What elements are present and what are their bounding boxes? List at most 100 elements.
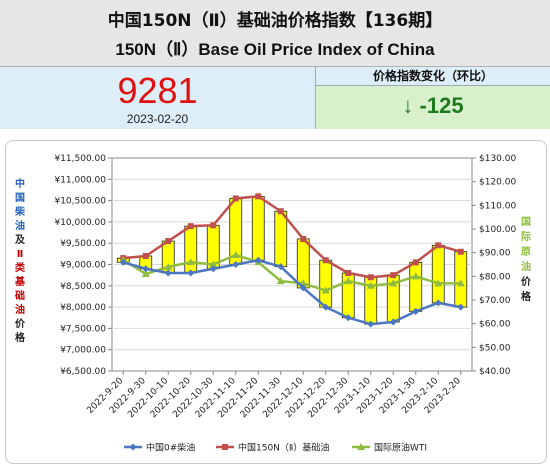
- right-axis-label-char: 价: [521, 276, 532, 288]
- change-label: 价格指数变化（环比）: [316, 67, 550, 86]
- diesel-point: [389, 318, 397, 326]
- right-axis-label-char: 国: [521, 216, 531, 228]
- base-oil-point: [210, 222, 217, 229]
- right-axis-label-char: 格: [521, 290, 532, 303]
- index-box: 9281 2023-02-20: [0, 67, 316, 129]
- diesel-line: [122, 258, 461, 326]
- base-oil-point: [457, 248, 464, 255]
- right-tick-label: $80.00: [479, 272, 511, 282]
- diesel-point: [434, 299, 442, 307]
- diesel-point: [412, 307, 420, 315]
- legend-swatch-marker: [129, 443, 137, 451]
- right-tick-label: $90.00: [479, 249, 511, 259]
- left-axis-label-char: 价: [15, 318, 26, 330]
- right-tick-label: $60.00: [479, 320, 511, 330]
- wti-point: [389, 279, 398, 287]
- index-date: 2023-02-20: [126, 112, 189, 126]
- right-axis-label-char: 原: [521, 246, 531, 258]
- left-tick-label: ¥10,500.00: [54, 197, 106, 207]
- wti-point: [344, 277, 353, 285]
- spread-bar: [184, 225, 198, 274]
- spread-bar: [319, 259, 333, 308]
- left-tick-label: ¥11,500.00: [54, 154, 106, 164]
- diesel-point: [344, 314, 352, 322]
- left-axis-label-char: 国: [15, 192, 25, 204]
- title-cn: 中国150N（Ⅱ）基础油价格指数【136期】: [107, 11, 443, 31]
- diesel-point: [142, 265, 150, 273]
- base-oil-point: [412, 259, 419, 266]
- left-axis-label-char: 础: [15, 289, 25, 302]
- legend-swatch-marker: [357, 443, 365, 450]
- chart-frame: ¥6,500.00 ¥7,000.00 ¥7,500.00 ¥8,000.00 ¥8,5…: [5, 140, 547, 464]
- wti-point: [164, 262, 173, 270]
- legend-label: 国际原油WTI: [374, 442, 427, 454]
- left-tick-label: ¥7,000.00: [60, 346, 106, 356]
- wti-point: [321, 286, 330, 294]
- left-tick-label: ¥6,500.00: [60, 367, 106, 377]
- spread-bar: [431, 244, 445, 304]
- wti-point: [276, 277, 285, 285]
- wti-point: [456, 279, 465, 287]
- base-oil-point: [390, 272, 397, 279]
- left-axis-label-char: 及: [15, 234, 26, 246]
- index-value: 9281: [117, 70, 198, 111]
- base-oil-point: [345, 270, 352, 277]
- left-tick-label: ¥8,000.00: [60, 303, 106, 313]
- diesel-point: [254, 256, 262, 264]
- left-axis-label-char: 柴: [14, 205, 26, 218]
- base-oil-point: [277, 208, 284, 215]
- left-axis-label-char: 格: [15, 331, 26, 344]
- left-axis-label-char: 基: [14, 275, 26, 288]
- legend-swatch-marker: [222, 444, 228, 450]
- wti-point: [209, 260, 218, 268]
- right-tick-label: $50.00: [479, 343, 511, 353]
- base-oil-point: [367, 274, 374, 281]
- left-tick-label: ¥11,000.00: [54, 175, 106, 185]
- wti-point: [231, 251, 240, 259]
- right-tick-label: $100.00: [479, 225, 516, 235]
- right-axis-label-char: 油: [521, 260, 531, 273]
- wti-point: [434, 279, 443, 287]
- diesel-point: [299, 284, 307, 292]
- right-tick-label: $70.00: [479, 296, 511, 306]
- spread-bar: [274, 210, 288, 268]
- base-oil-point: [187, 223, 194, 230]
- right-tick-label: $40.00: [479, 367, 511, 377]
- base-oil-point: [232, 195, 239, 202]
- left-axis-label-char: Ⅱ: [17, 249, 24, 260]
- header: 中国150N（Ⅱ）基础油价格指数【136期】 150N（Ⅱ）Base Oil P…: [0, 0, 550, 67]
- base-oil-point: [322, 257, 329, 264]
- diesel-point: [232, 261, 240, 268]
- right-tick-label: $130.00: [479, 154, 516, 164]
- base-oil-point: [300, 235, 307, 242]
- diesel-point: [187, 269, 195, 277]
- left-tick-label: ¥10,000.00: [54, 218, 106, 228]
- change-box: ↓ -125: [316, 86, 550, 129]
- base-oil-point: [255, 193, 262, 200]
- left-axis-label-char: 油: [15, 303, 25, 316]
- spread-bar: [409, 261, 423, 312]
- wti-point: [411, 272, 420, 280]
- legend-label: 中国150N（Ⅱ）基础油: [238, 442, 329, 454]
- wti-line: [122, 253, 461, 292]
- right-tick-label: $120.00: [479, 178, 516, 188]
- left-tick-label: ¥8,500.00: [60, 282, 106, 292]
- right-axis-label-char: 际: [521, 231, 531, 243]
- left-tick-label: ¥9,500.00: [60, 239, 106, 249]
- diesel-point: [209, 265, 217, 273]
- wti-point: [141, 269, 150, 277]
- base-oil-point: [435, 242, 442, 249]
- left-tick-label: ¥7,500.00: [60, 324, 106, 334]
- diesel-point: [367, 320, 375, 328]
- title-en: 150N（Ⅱ）Base Oil Price Index of China: [115, 40, 435, 59]
- left-axis-label-char: 类: [15, 261, 25, 274]
- wti-point: [186, 258, 195, 266]
- diesel-point: [164, 269, 172, 277]
- chart: ¥6,500.00 ¥7,000.00 ¥7,500.00 ¥8,000.00 ¥8,5…: [14, 154, 532, 454]
- diesel-point: [277, 263, 285, 271]
- left-axis-label-char: 油: [15, 219, 25, 232]
- left-axis-label-char: 中: [15, 177, 25, 190]
- diesel-point: [322, 303, 330, 311]
- change-value: ↓ -125: [402, 93, 464, 118]
